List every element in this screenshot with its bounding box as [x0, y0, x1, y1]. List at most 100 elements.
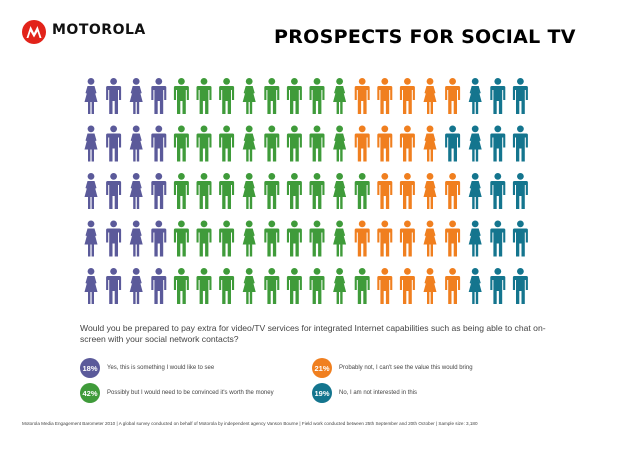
person-icon	[333, 268, 347, 304]
person-icon	[196, 268, 212, 304]
person-icon	[129, 78, 143, 114]
person-icon	[129, 173, 143, 209]
person-icon	[377, 125, 393, 162]
person-icon	[173, 268, 189, 304]
legend-item-yes: 18% Yes, this is something I would like …	[80, 358, 214, 378]
person-icon	[333, 173, 347, 209]
person-icon	[490, 125, 506, 162]
person-icon	[333, 125, 347, 162]
person-icon	[106, 78, 122, 114]
person-icon	[377, 220, 393, 257]
person-icon	[219, 173, 235, 209]
person-icon	[196, 220, 212, 257]
brand-name: MOTOROLA	[52, 22, 146, 38]
person-icon	[106, 125, 122, 162]
person-icon	[377, 78, 393, 114]
person-icon	[242, 220, 256, 257]
person-icon	[490, 173, 506, 209]
person-icon	[106, 173, 122, 209]
person-icon	[490, 78, 506, 114]
person-icon	[219, 268, 235, 304]
person-icon	[264, 173, 280, 209]
person-icon	[309, 125, 325, 162]
person-icon	[84, 173, 98, 209]
person-icon	[286, 220, 302, 257]
person-icon	[242, 125, 256, 162]
person-icon	[129, 125, 143, 162]
person-icon	[242, 173, 256, 209]
person-icon	[106, 268, 122, 304]
person-icon	[173, 125, 189, 162]
person-icon	[490, 220, 506, 257]
person-icon	[490, 268, 506, 304]
person-icon	[468, 173, 482, 209]
person-icon	[354, 173, 370, 209]
person-icon	[264, 125, 280, 162]
person-icon	[264, 78, 280, 114]
person-icon	[219, 78, 235, 114]
person-icon	[468, 125, 482, 162]
person-icon	[445, 220, 461, 257]
legend-badge-possibly: 42%	[80, 383, 100, 403]
legend-item-no: 19% No, I am not interested in this	[312, 383, 417, 403]
person-icon	[173, 173, 189, 209]
person-icon	[445, 173, 461, 209]
person-icon	[106, 220, 122, 257]
person-icon	[84, 78, 98, 114]
person-icon	[264, 268, 280, 304]
person-icon	[333, 220, 347, 257]
person-icon	[219, 220, 235, 257]
person-icon	[445, 125, 461, 162]
legend-badge-yes: 18%	[80, 358, 100, 378]
person-icon	[512, 268, 528, 304]
person-icon	[84, 220, 98, 257]
person-icon	[286, 78, 302, 114]
legend-text-no: No, I am not interested in this	[339, 390, 418, 396]
person-icon	[399, 220, 415, 257]
person-icon	[286, 268, 302, 304]
legend-badge-probably-not: 21%	[312, 358, 332, 378]
legend-item-possibly: 42% Possibly but I would need to be conv…	[80, 383, 274, 403]
person-icon	[512, 220, 528, 257]
person-icon	[196, 173, 212, 209]
person-icon	[309, 173, 325, 209]
legend-text-probably-not: Probably not, I can't see the value this…	[339, 365, 473, 371]
person-icon	[196, 125, 212, 162]
person-icon	[377, 268, 393, 304]
person-icon	[423, 125, 437, 162]
person-icon	[399, 268, 415, 304]
person-icon	[151, 78, 167, 114]
person-icon	[468, 78, 482, 114]
footer-source-note: Motorola Media Engagement Barometer 2010…	[22, 421, 478, 426]
person-icon	[445, 268, 461, 304]
person-icon	[468, 268, 482, 304]
person-icon	[468, 220, 482, 257]
person-icon	[423, 173, 437, 209]
person-icon	[512, 125, 528, 162]
person-icon	[309, 268, 325, 304]
person-icon	[129, 220, 143, 257]
person-icon	[196, 78, 212, 114]
legend-text-yes: Yes, this is something I would like to s…	[107, 365, 215, 371]
person-icon	[151, 220, 167, 257]
person-icon	[309, 78, 325, 114]
person-icon	[423, 220, 437, 257]
person-icon	[151, 173, 167, 209]
person-icon	[399, 78, 415, 114]
person-icon	[423, 268, 437, 304]
person-icon	[333, 78, 347, 114]
motorola-logo-icon	[22, 20, 46, 44]
person-icon	[354, 125, 370, 162]
person-icon	[445, 78, 461, 114]
person-icon	[512, 173, 528, 209]
person-icon	[377, 173, 393, 209]
person-icon	[354, 220, 370, 257]
person-icon	[151, 268, 167, 304]
person-icon	[354, 78, 370, 114]
person-icon	[309, 220, 325, 257]
page-title: PROSPECTS FOR SOCIAL TV	[274, 26, 576, 48]
person-icon	[354, 268, 370, 304]
person-icon	[286, 125, 302, 162]
pictogram-chart	[84, 78, 528, 304]
person-icon	[84, 125, 98, 162]
